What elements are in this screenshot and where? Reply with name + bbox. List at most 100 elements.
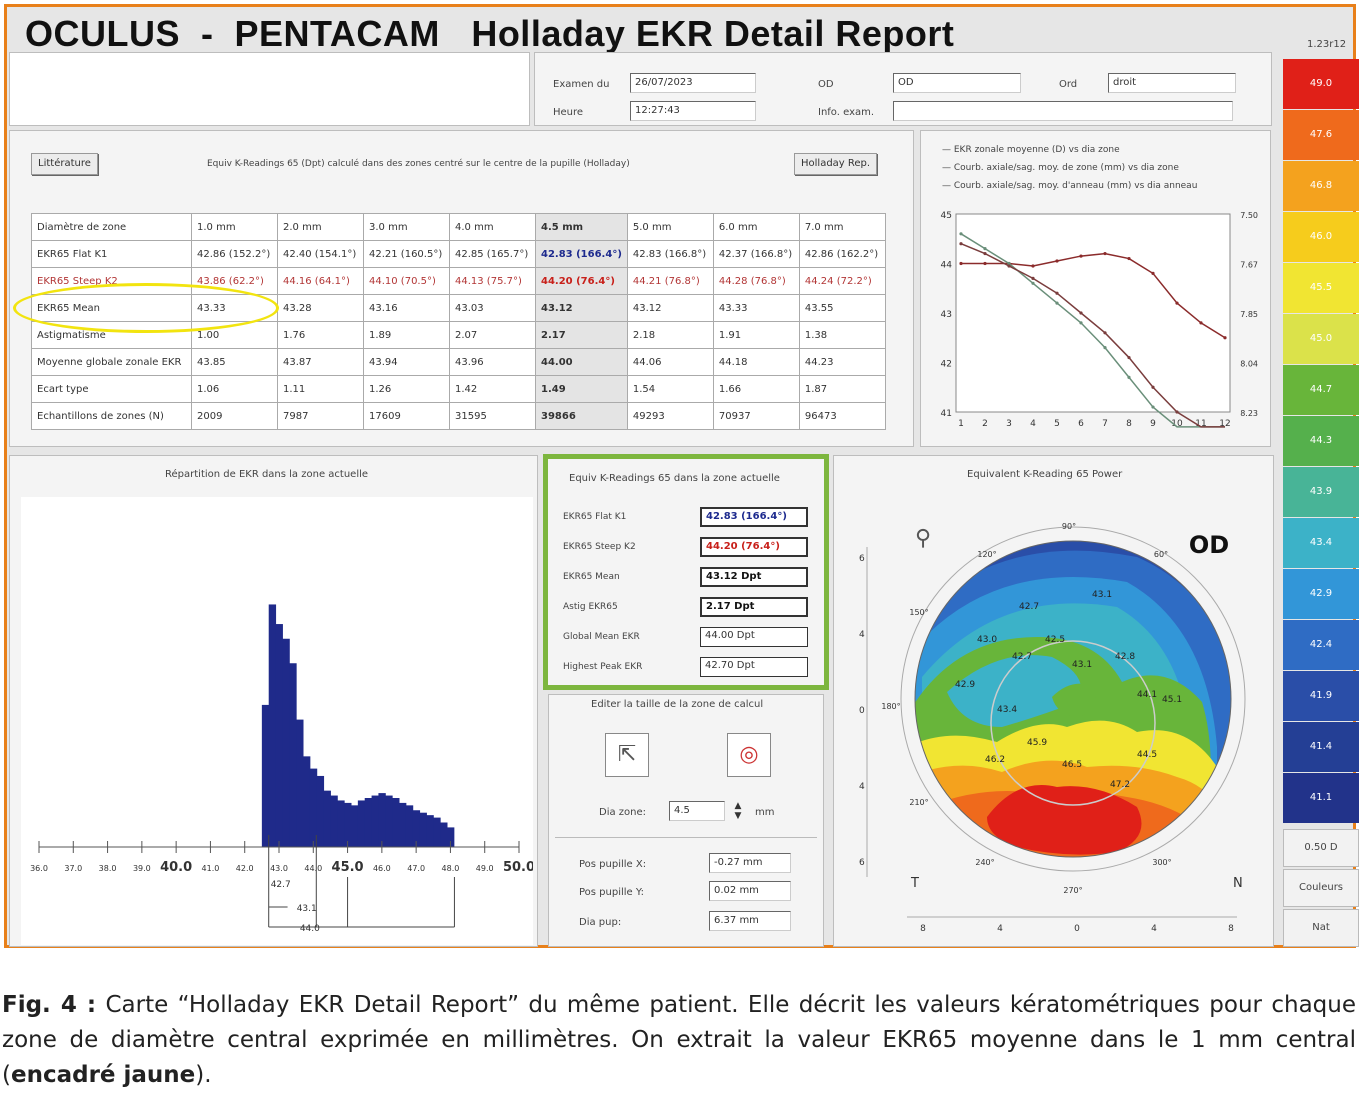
x-tick-label: 37.0 bbox=[64, 864, 82, 873]
angle-label: 180° bbox=[881, 702, 900, 711]
x-tick: 4 bbox=[1030, 419, 1036, 429]
table-cell: 43.96 bbox=[449, 348, 536, 376]
x-tick: 6 bbox=[1078, 419, 1084, 429]
pupil-dia-field[interactable]: 6.37 mm bbox=[709, 911, 791, 931]
x-tick-label: 49.0 bbox=[476, 864, 494, 873]
series-point bbox=[1031, 276, 1035, 280]
histogram-bar bbox=[433, 817, 441, 847]
series-point bbox=[1151, 385, 1155, 389]
histogram-bar bbox=[268, 604, 277, 847]
angle-label: 90° bbox=[1062, 522, 1076, 531]
table-cell: 43.87 bbox=[277, 348, 364, 376]
color-scale-step: 45.0 bbox=[1283, 314, 1359, 364]
histogram-bar bbox=[440, 822, 448, 847]
map-region bbox=[947, 655, 1082, 727]
side-label: Ord bbox=[1059, 79, 1078, 90]
color-scale-step: 41.9 bbox=[1283, 671, 1359, 721]
table-row: EKR65 Steep K2 43.86 (62.2°) 44.16 (64.1°)… bbox=[31, 267, 886, 295]
series-point bbox=[1127, 375, 1131, 379]
y-tick: 6 bbox=[859, 554, 865, 564]
zone-dia-input[interactable]: 4.5 bbox=[669, 801, 725, 821]
x-tick: 2 bbox=[982, 419, 988, 429]
map-value-label: 43.0 bbox=[977, 635, 997, 645]
equiv-row-value: 42.83 (166.4°) bbox=[700, 507, 808, 527]
exam-date-field[interactable]: 26/07/2023 bbox=[630, 73, 756, 93]
x-tick: 4 bbox=[1151, 924, 1157, 934]
series-point bbox=[959, 242, 963, 246]
angle-label: 270° bbox=[1063, 886, 1082, 895]
zone-dia-stepper[interactable]: ▲ ▼ bbox=[734, 801, 742, 821]
equiv-row-label: EKR65 Flat K1 bbox=[563, 512, 627, 522]
histogram-bar bbox=[426, 815, 434, 847]
histogram-bar bbox=[289, 663, 297, 847]
x-tick-label: 36.0 bbox=[30, 864, 48, 873]
caption-bold: encadré jaune bbox=[10, 1062, 196, 1088]
literature-button[interactable]: Littérature bbox=[31, 153, 98, 175]
x-tick-label: 38.0 bbox=[99, 864, 117, 873]
histogram-title: Répartition de EKR dans la zone actuelle bbox=[165, 469, 369, 480]
map-value-label: 44.1 bbox=[1137, 690, 1157, 700]
table-cell: Echantillons de zones (N) bbox=[31, 402, 192, 430]
table-cell: 42.86 (162.2°) bbox=[798, 240, 886, 268]
series-point bbox=[1007, 264, 1011, 268]
yellow-highlight-circle bbox=[13, 283, 279, 333]
color-scale-step: 41.4 bbox=[1283, 722, 1359, 772]
x-tick: 8 bbox=[1228, 924, 1234, 934]
exam-time-label: Heure bbox=[553, 107, 584, 118]
histogram-bar bbox=[316, 775, 325, 847]
scale-button[interactable]: Nat bbox=[1283, 909, 1359, 947]
table-cell: 44.13 (75.7°) bbox=[449, 267, 536, 295]
side-field[interactable]: droit bbox=[1108, 73, 1236, 93]
histogram-bar bbox=[405, 805, 414, 847]
equiv-k-title: Equiv K-Readings 65 dans la zone actuell… bbox=[569, 473, 780, 484]
table-cell: 2.18 bbox=[626, 321, 714, 349]
power-map: 42.7 43.1 43.0 42.5 42.7 43.1 42.9 42.8 43.4 44.1… bbox=[859, 522, 1246, 934]
color-scale-step: 46.0 bbox=[1283, 212, 1359, 262]
angle-label: 150° bbox=[909, 608, 928, 617]
x-tick: 7 bbox=[1102, 419, 1108, 429]
color-scale-step: 42.9 bbox=[1283, 569, 1359, 619]
table-cell: 1.91 bbox=[712, 321, 800, 349]
table-cell: 1.87 bbox=[798, 375, 886, 403]
map-value-label: 43.1 bbox=[1072, 660, 1092, 670]
caption-label: Fig. 4 : bbox=[2, 992, 97, 1018]
color-scale-step: 45.5 bbox=[1283, 263, 1359, 313]
histogram-bar bbox=[412, 810, 421, 847]
eye-field[interactable]: OD bbox=[893, 73, 1021, 93]
pupil-x-field[interactable]: -0.27 mm bbox=[709, 853, 791, 873]
table-cell: 2.17 bbox=[535, 321, 628, 349]
table-row: Ecart type 1.06 1.11 1.26 1.42 1.49 1.54 1.66 1.… bbox=[31, 375, 886, 403]
map-value-label: 43.4 bbox=[997, 705, 1017, 715]
map-region bbox=[1052, 683, 1096, 717]
series-point bbox=[983, 247, 987, 251]
holladay-map-button[interactable]: Holladay Rep. bbox=[794, 153, 878, 175]
color-scale-step: 43.4 bbox=[1283, 518, 1359, 568]
pupil-y-field[interactable]: 0.02 mm bbox=[709, 881, 791, 901]
report-title: OCULUS - PENTACAM Holladay EKR Detail Re… bbox=[25, 13, 955, 54]
select-cursor-button[interactable]: ⇱ bbox=[605, 733, 649, 777]
x-tick-label: 46.0 bbox=[373, 864, 391, 873]
y-tick: 4 bbox=[859, 630, 865, 640]
table-header-cell: 1.0 mm bbox=[191, 213, 278, 241]
histogram-bar bbox=[323, 790, 331, 847]
equiv-row-label: EKR65 Mean bbox=[563, 572, 620, 582]
table-cell: 96473 bbox=[798, 402, 886, 430]
y-left-tick: 42 bbox=[941, 360, 952, 370]
equiv-row-label: Highest Peak EKR bbox=[563, 662, 643, 672]
exam-time-field[interactable]: 12:27:43 bbox=[630, 101, 756, 121]
legend-item-ekr: — EKR zonale moyenne (D) vs dia zone bbox=[942, 145, 1120, 155]
table-cell: 43.28 bbox=[277, 294, 364, 322]
x-tick-label: 50.0 bbox=[503, 860, 533, 875]
scale-button[interactable]: Couleurs bbox=[1283, 869, 1359, 907]
exam-info-field[interactable] bbox=[893, 101, 1233, 121]
series-point bbox=[1031, 281, 1035, 285]
table-cell: 1.49 bbox=[535, 375, 628, 403]
color-scale-step: 44.7 bbox=[1283, 365, 1359, 415]
histogram-bar bbox=[337, 800, 345, 847]
scale-button[interactable]: 0.50 D bbox=[1283, 829, 1359, 867]
histogram-bar bbox=[419, 812, 427, 847]
chart-legend: — EKR zonale moyenne (D) vs dia zone — C… bbox=[942, 141, 1197, 195]
table-cell: 42.83 (166.4°) bbox=[535, 240, 628, 268]
rotate-target-button[interactable]: ◎ bbox=[727, 733, 771, 777]
exam-info-panel: Examen du 26/07/2023 Heure 12:27:43 OD O… bbox=[534, 52, 1272, 126]
